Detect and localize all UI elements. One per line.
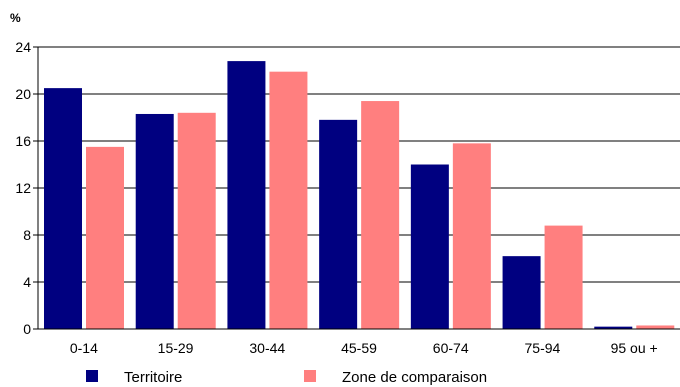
x-tick-label: 0-14 — [70, 340, 98, 356]
x-tick-label: 75-94 — [525, 340, 561, 356]
y-tick-label: 4 — [23, 274, 31, 290]
y-tick-label: 24 — [15, 39, 31, 55]
x-tick-label: 30-44 — [249, 340, 285, 356]
bar-territoire-5 — [502, 256, 541, 329]
bar-territoire-6 — [594, 326, 633, 329]
bar-zone-de-comparaison-1 — [177, 112, 216, 329]
bar-territoire-4 — [410, 164, 449, 329]
legend-label: Territoire — [124, 369, 182, 386]
x-axis-ticks: 0-14 15-29 30-44 45-59 60-74 75-94 95 ou + — [70, 340, 658, 356]
bar-territoire-3 — [319, 119, 358, 329]
x-tick-label: 15-29 — [158, 340, 194, 356]
bar-zone-de-comparaison-3 — [361, 101, 400, 329]
bars — [44, 61, 675, 330]
bar-zone-de-comparaison-6 — [636, 325, 675, 329]
gridlines — [38, 46, 680, 283]
y-tick-label: 12 — [15, 180, 31, 196]
y-axis-unit: % — [10, 11, 21, 25]
y-tick-label: 0 — [23, 321, 31, 337]
bar-territoire-0 — [44, 88, 82, 329]
y-tick-label: 20 — [15, 86, 31, 102]
bar-zone-de-comparaison-2 — [269, 71, 308, 330]
bar-zone-de-comparaison-5 — [544, 225, 583, 329]
bar-territoire-1 — [135, 113, 174, 329]
y-tick-label: 16 — [15, 133, 31, 149]
y-axis-ticks: 0 4 8 12 16 20 24 — [15, 39, 38, 337]
legend-label: Zone de comparaison — [342, 369, 487, 386]
bar-territoire-2 — [227, 61, 266, 329]
legend: Territoire Zone de comparaison — [86, 369, 487, 386]
x-tick-label: 45-59 — [341, 340, 377, 356]
bar-zone-de-comparaison-4 — [452, 143, 491, 329]
x-tick-label: 95 ou + — [611, 340, 658, 356]
y-tick-label: 8 — [23, 227, 31, 243]
bar-zone-de-comparaison-0 — [86, 146, 124, 329]
legend-swatch-0 — [86, 370, 98, 382]
x-tick-label: 60-74 — [433, 340, 469, 356]
legend-swatch-1 — [304, 370, 316, 382]
